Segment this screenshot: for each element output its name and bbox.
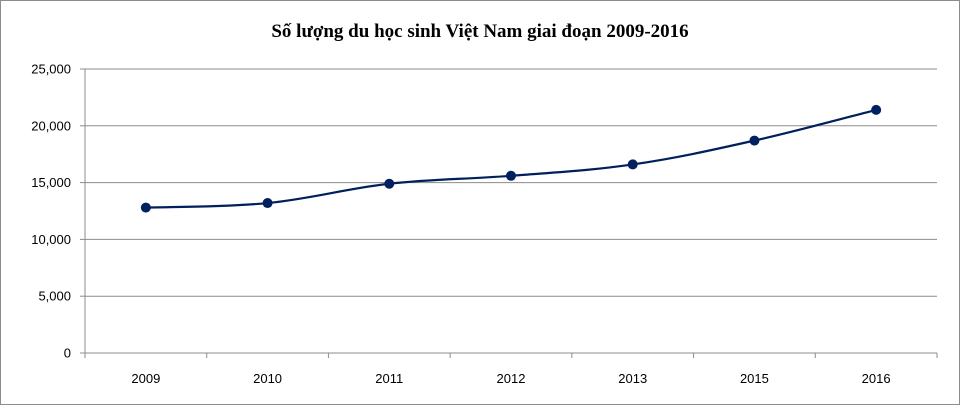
x-tick-label: 2015 (740, 371, 769, 386)
data-point (871, 104, 882, 115)
grid-lines (85, 68, 937, 297)
y-tick-label: 5,000 (38, 289, 71, 304)
y-axis-tick-labels: 0 5,000 10,000 15,000 20,000 25,000 (31, 62, 71, 361)
data-point (140, 202, 151, 213)
y-tick-label: 0 (64, 346, 71, 361)
x-tick-label: 2010 (253, 371, 282, 386)
y-tick-label: 15,000 (31, 175, 71, 190)
y-tick-label: 25,000 (31, 62, 71, 77)
data-point (627, 159, 638, 170)
y-tick-label: 20,000 (31, 118, 71, 133)
series-layer (140, 104, 882, 213)
x-tick-label: 2011 (375, 371, 403, 386)
x-tick-label: 2013 (618, 371, 647, 386)
x-tick-label: 2012 (497, 371, 526, 386)
series-line (145, 108, 877, 209)
data-point (384, 178, 395, 189)
x-axis-tick-labels: 2009 2010 2011 2012 2013 2015 2016 (131, 371, 890, 386)
x-tick-label: 2009 (131, 371, 160, 386)
data-point (749, 135, 760, 146)
y-tick-label: 10,000 (31, 232, 71, 247)
chart-title: Số lượng du học sinh Việt Nam giai đoạn … (271, 21, 689, 42)
x-tick-label: 2016 (862, 371, 891, 386)
data-point (262, 198, 273, 209)
data-point (506, 170, 516, 181)
axes (80, 68, 938, 358)
